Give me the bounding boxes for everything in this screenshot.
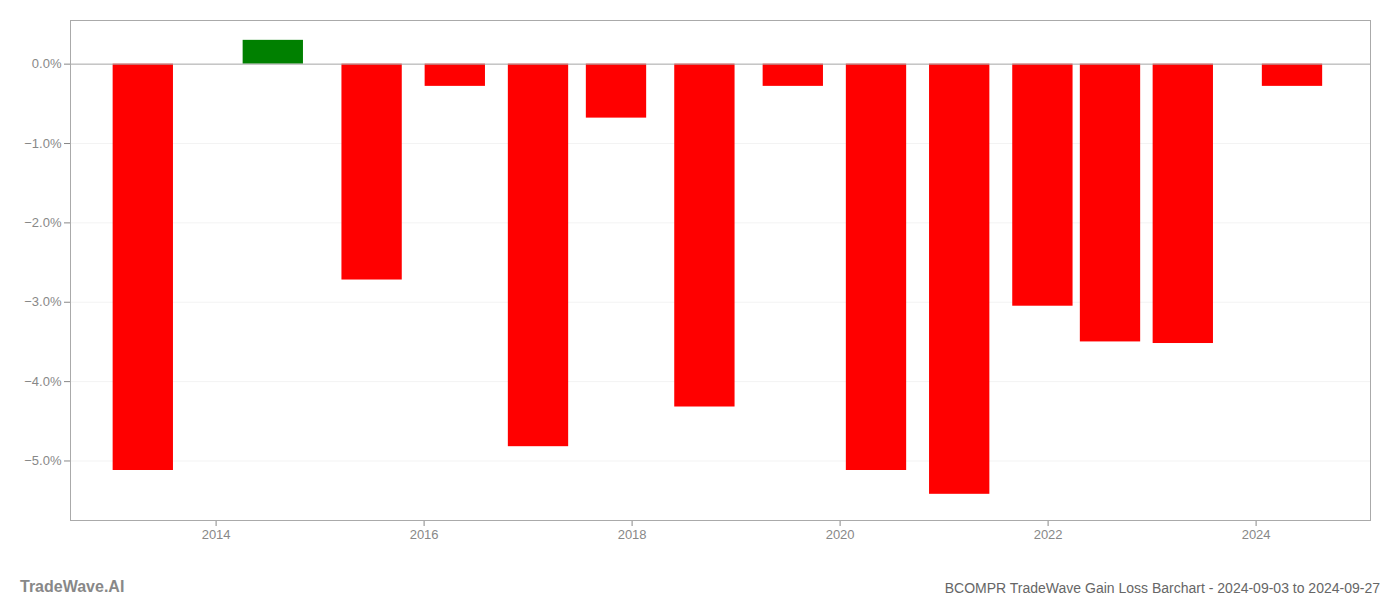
html-text:TradeWave.AI: TradeWave.AI bbox=[20, 578, 125, 595]
svg-text:2020: 2020 bbox=[826, 527, 855, 542]
svg-text:−5.0%: −5.0% bbox=[24, 453, 62, 468]
html-text:BCOMPR TradeWave Gain Loss Bar: BCOMPR TradeWave Gain Loss Barchart - 20… bbox=[944, 580, 1380, 596]
svg-text:2022: 2022 bbox=[1034, 527, 1063, 542]
svg-text:0.0%: 0.0% bbox=[32, 56, 62, 71]
svg-text:2018: 2018 bbox=[618, 527, 647, 542]
svg-text:−1.0%: −1.0% bbox=[24, 136, 62, 151]
svg-text:−4.0%: −4.0% bbox=[24, 374, 62, 389]
svg-text:−2.0%: −2.0% bbox=[24, 215, 62, 230]
svg-text:2016: 2016 bbox=[410, 527, 439, 542]
svg-text:−3.0%: −3.0% bbox=[24, 294, 62, 309]
svg-text:2024: 2024 bbox=[1242, 527, 1271, 542]
svg-text:2014: 2014 bbox=[202, 527, 231, 542]
